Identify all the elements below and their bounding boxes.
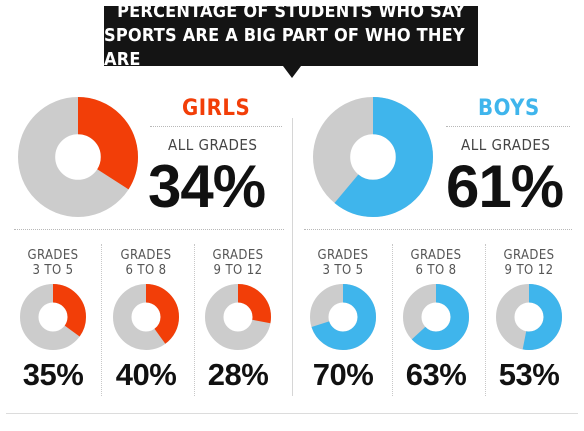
- girls-grades-6-8-label: GRADES 6 TO 8: [110, 248, 182, 278]
- section-divider: [292, 118, 293, 396]
- grade-label-line-2: 3 TO 5: [322, 263, 364, 278]
- grade-label-line-1: GRADES: [212, 248, 264, 263]
- chart-title: PERCENTAGE OF STUDENTS WHO SAY SPORTS AR…: [104, 1, 478, 70]
- boys-grades-6-8-value: 63%: [405, 357, 467, 392]
- boys-donut-value-slice: [402, 283, 470, 351]
- boys-grades-9-12-donut: [495, 283, 563, 351]
- grade-label-line-2: 3 TO 5: [32, 263, 74, 278]
- boys-header-rule: [446, 126, 570, 127]
- boys-column-divider-2: [485, 244, 486, 396]
- boys-all-grades-value: 61%: [446, 153, 564, 220]
- girls-header: GIRLS: [182, 96, 251, 121]
- boys-donut-value-slice: [495, 283, 563, 351]
- girls-grades-9-12-donut: [204, 283, 272, 351]
- boys-donut-value-slice: [312, 96, 434, 218]
- title-line-1: PERCENTAGE OF STUDENTS WHO SAY: [117, 1, 465, 22]
- boys-grades-9-12-value: 53%: [498, 357, 560, 392]
- girls-donut-value-slice: [112, 283, 180, 351]
- boys-grades-6-8-label: GRADES 6 TO 8: [400, 248, 472, 278]
- bottom-rule: [6, 413, 578, 414]
- grade-label-line-1: GRADES: [27, 248, 79, 263]
- grade-label-line-1: GRADES: [410, 248, 462, 263]
- girls-grades-9-12-label: GRADES 9 TO 12: [202, 248, 274, 278]
- girls-grades-6-8-donut: [112, 283, 180, 351]
- grade-label-line-2: 9 TO 12: [504, 263, 554, 278]
- girls-grades-9-12-value: 28%: [207, 357, 269, 392]
- boys-grades-9-12-label: GRADES 9 TO 12: [493, 248, 565, 278]
- boys-all-grades-label: ALL GRADES: [461, 136, 551, 154]
- girls-all-grades-label: ALL GRADES: [168, 136, 258, 154]
- girls-grades-6-8-value: 40%: [115, 357, 177, 392]
- girls-grades-3-5-donut: [19, 283, 87, 351]
- grade-label-line-1: GRADES: [120, 248, 172, 263]
- girls-column-divider-1: [101, 244, 102, 396]
- boys-all-grades-donut: [312, 96, 434, 218]
- title-pointer: [283, 66, 301, 78]
- girls-rule: [14, 229, 284, 230]
- boys-column-divider-1: [392, 244, 393, 396]
- girls-grades-3-5-label: GRADES 3 TO 5: [17, 248, 89, 278]
- girls-donut-value-slice: [204, 283, 272, 351]
- boys-header: BOYS: [478, 96, 540, 121]
- title-line-2: SPORTS ARE A BIG PART OF WHO THEY ARE: [104, 25, 465, 70]
- grade-label-line-2: 6 TO 8: [415, 263, 457, 278]
- boys-rule: [304, 229, 572, 230]
- girls-donut-value-slice: [19, 283, 87, 351]
- girls-grades-3-5-value: 35%: [22, 357, 84, 392]
- grade-label-line-1: GRADES: [503, 248, 555, 263]
- girls-all-grades-donut: [17, 96, 139, 218]
- girls-header-rule: [150, 126, 282, 127]
- girls-donut-value-slice: [17, 96, 139, 218]
- grade-label-line-1: GRADES: [317, 248, 369, 263]
- boys-grades-3-5-label: GRADES 3 TO 5: [307, 248, 379, 278]
- grade-label-line-2: 6 TO 8: [125, 263, 167, 278]
- grade-label-line-2: 9 TO 12: [213, 263, 263, 278]
- girls-all-grades-value: 34%: [148, 153, 266, 220]
- girls-column-divider-2: [194, 244, 195, 396]
- boys-grades-3-5-value: 70%: [312, 357, 374, 392]
- boys-donut-value-slice: [309, 283, 377, 351]
- boys-grades-3-5-donut: [309, 283, 377, 351]
- boys-grades-6-8-donut: [402, 283, 470, 351]
